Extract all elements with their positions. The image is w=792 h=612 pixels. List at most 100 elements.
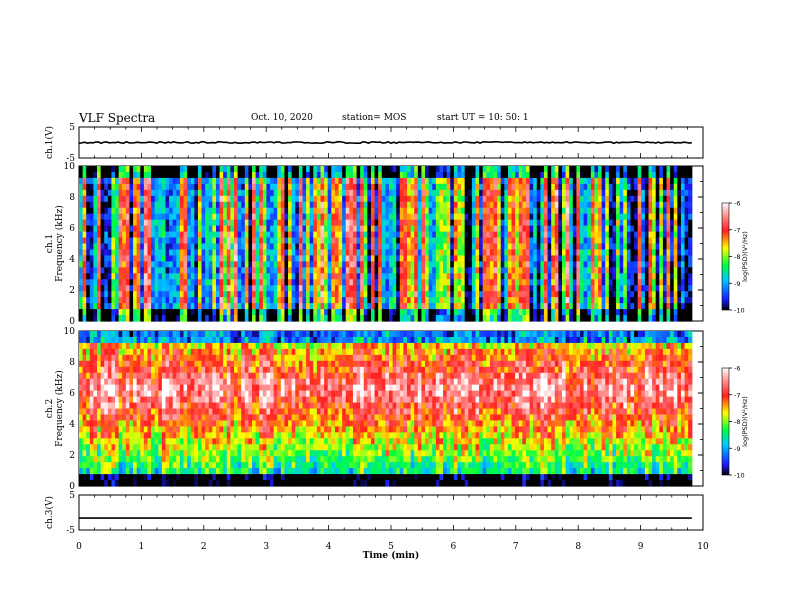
psd-cell [381, 243, 386, 251]
psd-cell [208, 207, 213, 215]
psd-cell [562, 195, 567, 203]
psd-cell [370, 255, 376, 262]
psd-cell [619, 195, 624, 203]
psd-cell [190, 267, 195, 274]
psd-cell [219, 279, 224, 286]
psd-cell [529, 177, 534, 185]
psd-cell [172, 207, 177, 215]
psd-cell [107, 273, 113, 280]
psd-cell [342, 213, 347, 221]
psd-cell [129, 237, 134, 245]
psd-cell [670, 183, 675, 191]
psd-cell [504, 201, 509, 209]
psd-cell [302, 237, 307, 245]
psd-cell [457, 201, 462, 209]
psd-cell [619, 261, 624, 268]
psd-cell [558, 297, 563, 304]
psd-cell [324, 309, 329, 316]
psd-cell [461, 177, 466, 185]
psd-cell [572, 243, 578, 251]
psd-cell [97, 261, 102, 268]
psd-cell [634, 315, 639, 322]
psd-cell [280, 237, 286, 245]
psd-cell [133, 177, 138, 185]
psd-cell [143, 297, 149, 304]
psd-cell [399, 303, 404, 310]
psd-cell [280, 315, 286, 322]
psd-cell [79, 279, 84, 286]
psd-cell [104, 315, 109, 322]
psd-cell [399, 261, 404, 268]
psd-cell [302, 255, 307, 262]
psd-cell [392, 303, 397, 310]
psd-cell [226, 207, 231, 215]
psd-cell [439, 213, 444, 221]
psd-cell [288, 213, 293, 221]
psd-cell [86, 201, 91, 209]
psd-cell [637, 291, 642, 298]
psd-cell [522, 237, 527, 245]
psd-cell [208, 166, 213, 173]
psd-cell [208, 177, 213, 185]
psd-cell [533, 285, 538, 292]
psd-cell [252, 183, 257, 191]
psd-cell [468, 249, 473, 257]
psd-cell [572, 201, 578, 209]
psd-cell [136, 291, 141, 298]
psd-cell [143, 309, 149, 316]
psd-cell [421, 261, 426, 268]
psd-cell [630, 237, 635, 245]
psd-cell [673, 285, 678, 292]
psd-cell [291, 171, 296, 179]
psd-cell [331, 219, 336, 227]
psd-cell [475, 243, 480, 251]
psd-cell [194, 219, 199, 227]
psd-cell [403, 219, 408, 227]
psd-cell [410, 166, 415, 173]
psd-cell [154, 303, 159, 310]
psd-cell [291, 213, 296, 221]
psd-cell [219, 255, 224, 262]
psd-cell [349, 303, 354, 310]
psd-cell [381, 166, 386, 173]
psd-cell [461, 207, 466, 215]
psd-cell [352, 315, 358, 322]
psd-cell [616, 171, 621, 179]
psd-cell [284, 291, 289, 298]
psd-cell [151, 255, 156, 262]
psd-cell [143, 243, 149, 251]
psd-cell [655, 207, 660, 215]
psd-cell [648, 237, 653, 245]
psd-cell [363, 249, 368, 257]
psd-cell [215, 166, 221, 173]
psd-cell [104, 189, 109, 197]
psd-cell [507, 195, 513, 203]
psd-cell [547, 166, 552, 173]
psd-cell [122, 255, 127, 262]
psd-cell [79, 261, 84, 268]
psd-cell [612, 237, 617, 245]
psd-cell [349, 177, 354, 185]
psd-cell [580, 285, 585, 292]
psd-cell [644, 291, 650, 298]
psd-cell [288, 177, 293, 185]
psd-cell [161, 189, 167, 197]
psd-cell [630, 315, 635, 322]
psd-cell [262, 183, 268, 191]
psd-cell [295, 249, 300, 257]
psd-cell [637, 267, 642, 274]
psd-cell [623, 195, 628, 203]
psd-cell [572, 237, 578, 245]
psd-cell [634, 207, 639, 215]
psd-cell [641, 261, 646, 268]
psd-cell [562, 255, 567, 262]
psd-cell [89, 303, 95, 310]
psd-cell [273, 201, 278, 209]
psd-cell [104, 360, 109, 368]
psd-cell [489, 177, 495, 185]
psd-cell [363, 237, 368, 245]
psd-cell [338, 315, 343, 322]
psd-cell [79, 273, 84, 280]
psd-cell [461, 213, 466, 221]
psd-cell [533, 183, 538, 191]
